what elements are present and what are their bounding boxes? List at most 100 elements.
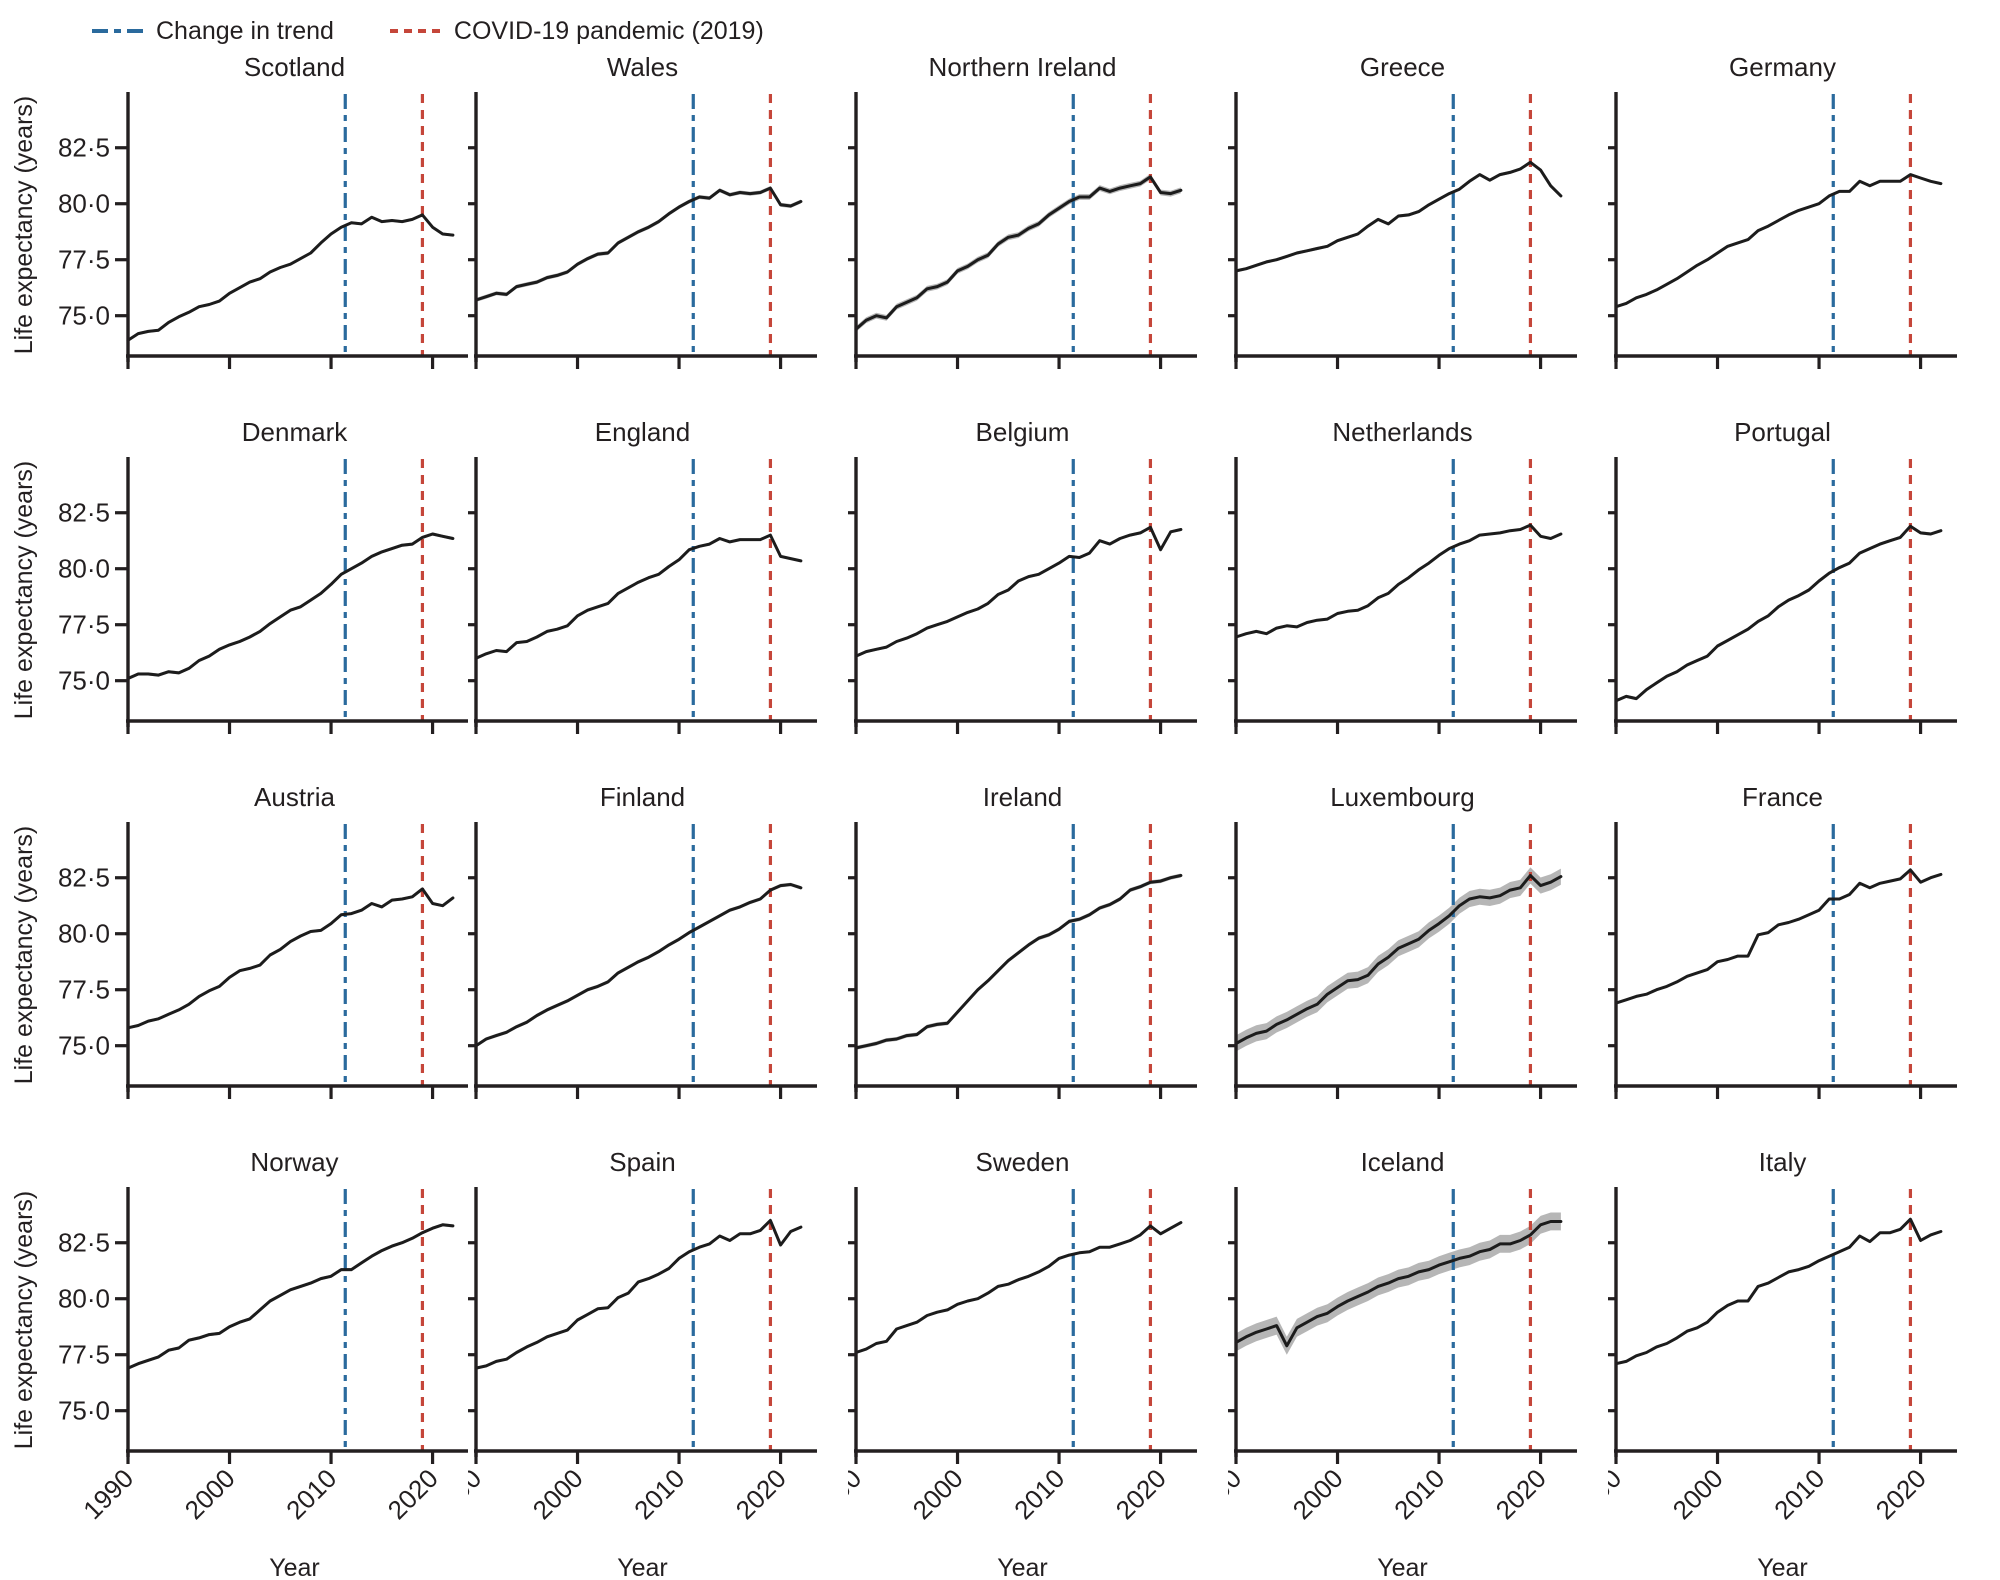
x-tick-label: 1990 [77, 1463, 139, 1525]
x-tick-label: 2020 [1870, 1463, 1932, 1525]
x-tick-label: 2020 [1490, 1463, 1552, 1525]
plot-svg: 1990 2000 2010 2020 [1565, 1187, 1957, 1525]
charts-grid: Scotland 82·5 80·0 77·5 75·0 Life expectancy … [6, 50, 2000, 1580]
chart-title: France [1742, 782, 1823, 812]
chart-title: Scotland [243, 52, 346, 82]
chart-title: Austria [254, 782, 335, 812]
chart-finland: Finland [463, 780, 848, 1115]
chart-title: Sweden [975, 1147, 1070, 1177]
plot-svg [1603, 92, 1957, 369]
chart-title: Luxembourg [1330, 782, 1475, 812]
life-expectancy-line [1614, 1217, 1943, 1366]
x-tick-label: 2000 [1287, 1463, 1349, 1525]
life-expectancy-line [126, 1223, 455, 1370]
chart-wales: Wales [463, 50, 848, 385]
chart-title: Belgium [975, 417, 1070, 447]
x-tick-label: 2010 [1768, 1463, 1830, 1525]
life-expectancy-line [474, 533, 803, 660]
chart-belgium: Belgium [843, 415, 1228, 750]
x-axis-title: Year [1757, 1554, 1808, 1580]
plot-svg [1223, 822, 1577, 1099]
chart-luxembourg: Luxembourg [1223, 780, 1608, 1115]
x-tick-label: 1990 [1228, 1463, 1247, 1525]
chart-title: Spain [609, 1147, 676, 1177]
chart-title: England [594, 417, 691, 447]
legend-label-change-in-trend: Change in trend [156, 16, 334, 45]
x-tick-label: 2000 [907, 1463, 969, 1525]
life-expectancy-line [474, 186, 803, 302]
chart-sweden: Sweden 1990 2000 2010 2020 Year [805, 1145, 1228, 1580]
y-tick-label: 82·5 [58, 863, 110, 893]
confidence-band [128, 213, 453, 342]
chart-england: England [463, 415, 848, 750]
life-expectancy-line [1614, 173, 1943, 309]
chart-netherlands: Netherlands [1223, 415, 1608, 750]
chart-spain: Spain 1990 2000 2010 2020 Year [425, 1145, 848, 1580]
y-tick-label: 77·5 [58, 245, 110, 275]
confidence-band [1236, 523, 1561, 639]
confidence-band [1616, 524, 1941, 703]
life-expectancy-line [1234, 523, 1563, 639]
y-tick-label: 80·0 [58, 919, 110, 949]
confidence-band [856, 173, 1181, 332]
confidence-band [1236, 1212, 1561, 1355]
plot-svg [843, 822, 1197, 1099]
plot-svg: 82·5 80·0 77·5 75·0 Life expectancy (years) [10, 822, 469, 1099]
y-tick-label: 82·5 [58, 1228, 110, 1258]
chart-title: Portugal [1734, 417, 1831, 447]
x-tick-label: 2000 [179, 1463, 241, 1525]
x-tick-label: 1990 [468, 1463, 487, 1525]
y-tick-label: 77·5 [58, 610, 110, 640]
x-tick-label: 1990 [1608, 1463, 1627, 1525]
chart-title: Finland [599, 782, 686, 812]
x-tick-label: 2020 [382, 1463, 444, 1525]
plot-svg [463, 92, 817, 369]
chart-denmark: Denmark 82·5 80·0 77·5 75·0 Life expectancy (… [6, 415, 469, 750]
y-tick-label: 75·0 [58, 1396, 110, 1426]
life-expectancy-line [126, 887, 455, 1030]
dashed-line-icon [389, 29, 442, 33]
plot-svg [463, 822, 817, 1099]
plot-svg: 82·5 80·0 77·5 75·0 1990 2000 2010 2020 Life exp… [10, 1187, 469, 1525]
life-expectancy-line [1234, 160, 1563, 273]
life-expectancy-line [474, 1218, 803, 1370]
legend-label-covid-pandemic: COVID-19 pandemic (2019) [453, 16, 764, 45]
y-tick-label: 77·5 [58, 975, 110, 1005]
y-axis-title: Life expectancy (years) [10, 1191, 38, 1449]
chart-iceland: Iceland 1990 2000 2010 2020 Year [1185, 1145, 1608, 1580]
y-tick-label: 75·0 [58, 301, 110, 331]
chart-title: Iceland [1360, 1147, 1445, 1177]
confidence-band [128, 887, 453, 1030]
plot-svg: 82·5 80·0 77·5 75·0 Life expectancy (years) [10, 92, 469, 369]
chart-title: Northern Ireland [928, 52, 1117, 82]
life-expectancy-line [1614, 524, 1943, 703]
x-tick-label: 2010 [1388, 1463, 1450, 1525]
chart-germany: Germany [1603, 50, 1988, 385]
chart-ireland: Ireland [843, 780, 1228, 1115]
life-expectancy-line [1234, 1220, 1563, 1348]
chart-scotland: Scotland 82·5 80·0 77·5 75·0 Life expectancy … [6, 50, 469, 385]
life-expectancy-line [126, 213, 455, 342]
plot-svg: 1990 2000 2010 2020 [1185, 1187, 1577, 1525]
confidence-band [128, 532, 453, 680]
x-axis-title: Year [617, 1554, 668, 1580]
y-tick-label: 75·0 [58, 666, 110, 696]
chart-norway: Norway 82·5 80·0 77·5 75·0 1990 2000 2010 2020 Li… [6, 1145, 469, 1580]
chart-title: Greece [1359, 52, 1446, 82]
x-tick-label: 2010 [280, 1463, 342, 1525]
chart-italy: Italy 1990 2000 2010 2020 Year [1565, 1145, 1988, 1580]
chart-title: Netherlands [1332, 417, 1473, 447]
x-tick-label: 2000 [1667, 1463, 1729, 1525]
x-tick-label: 1990 [848, 1463, 867, 1525]
y-axis-title: Life expectancy (years) [10, 96, 38, 354]
life-expectancy-line [474, 883, 803, 1048]
chart-title: Denmark [241, 417, 348, 447]
x-axis-title: Year [269, 1554, 320, 1580]
life-expectancy-line [1614, 868, 1943, 1005]
x-tick-label: 2020 [1110, 1463, 1172, 1525]
x-tick-label: 2020 [730, 1463, 792, 1525]
plot-svg [843, 457, 1197, 734]
life-expectancy-line [854, 874, 1183, 1050]
y-tick-label: 82·5 [58, 133, 110, 163]
